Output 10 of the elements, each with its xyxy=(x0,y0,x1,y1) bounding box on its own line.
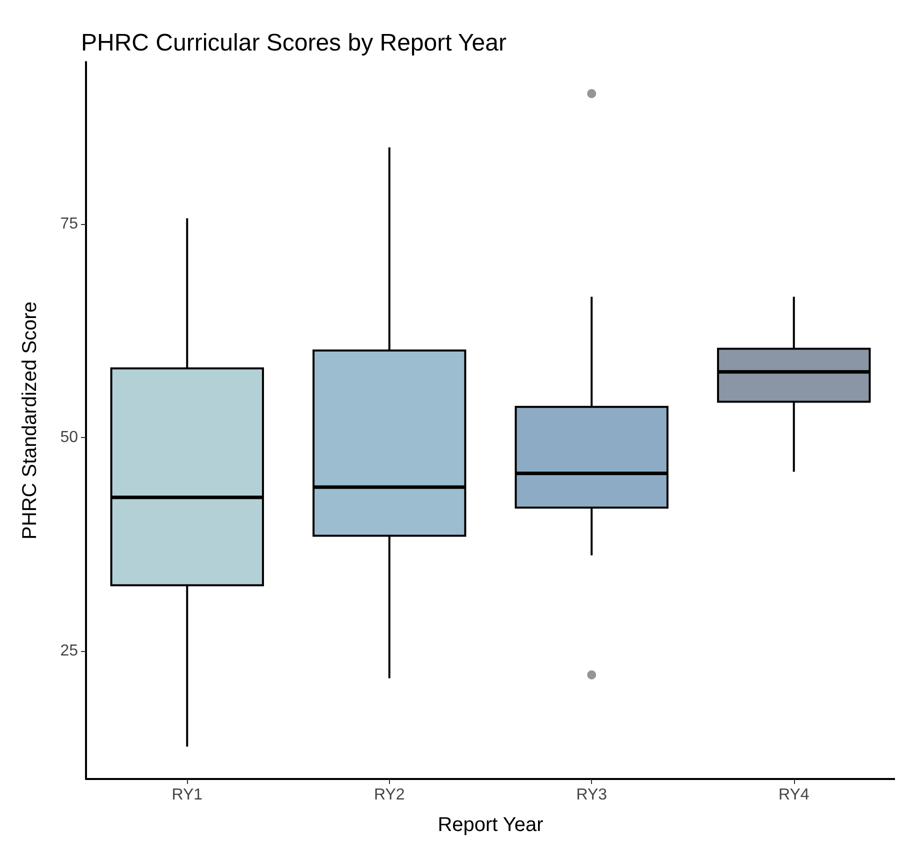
y-tick-label: 50 xyxy=(60,429,78,446)
y-tick-label: 75 xyxy=(60,216,78,233)
x-tick-label: RY3 xyxy=(576,786,608,804)
y-tick-label: 25 xyxy=(60,642,78,660)
x-tick-label: RY4 xyxy=(778,786,810,804)
x-tick-label: RY2 xyxy=(374,786,405,804)
y-axis-title: PHRC Standardized Score xyxy=(19,302,41,540)
x-tick-label: RY1 xyxy=(172,786,203,804)
x-axis-title: Report Year xyxy=(438,814,544,836)
chart-title: PHRC Curricular Scores by Report Year xyxy=(81,30,507,56)
